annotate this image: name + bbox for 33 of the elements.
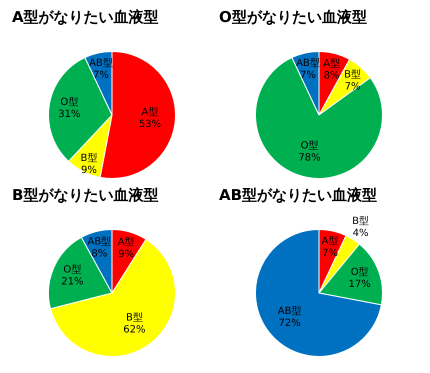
slice-label: A型 (321, 235, 338, 248)
slice-label: O型 (62, 263, 81, 276)
slice-label: AB型 (87, 235, 111, 248)
chart-title: A型がなりたい血液型 (11, 8, 159, 27)
data-label: 78% (298, 152, 320, 164)
chart-title: B型がなりたい血液型 (11, 186, 158, 205)
data-label: 7% (322, 248, 338, 260)
slice-label: B型 (125, 311, 142, 324)
data-label: 17% (348, 278, 370, 290)
slice-label: B型 (344, 68, 361, 80)
data-label: 62% (122, 324, 146, 336)
chart-title: O型がなりたい血液型 (218, 8, 367, 27)
data-label: 8% (90, 248, 107, 260)
data-label: 31% (58, 108, 80, 120)
slice-label: AB型 (277, 304, 301, 317)
data-label: 21% (60, 276, 83, 288)
data-label: 9% (80, 164, 96, 176)
data-label: 9% (118, 248, 134, 260)
slice-label: A型 (322, 57, 340, 70)
data-label: 72% (278, 318, 300, 329)
slice-label: O型 (60, 96, 78, 108)
data-label: 7% (299, 70, 316, 82)
slice-label: O型 (300, 139, 318, 152)
slice-label: A型 (117, 236, 134, 248)
data-label: 4% (352, 228, 368, 240)
data-label: 8% (323, 70, 340, 82)
data-label: 53% (138, 119, 161, 130)
slice-label: O型 (350, 266, 368, 278)
data-label: 7% (92, 70, 108, 82)
slice-label: B型 (80, 152, 97, 164)
slice-label: B型 (352, 215, 368, 228)
chart-title: AB型がなりたい血液型 (218, 186, 378, 205)
slice-label: A型 (141, 106, 158, 118)
